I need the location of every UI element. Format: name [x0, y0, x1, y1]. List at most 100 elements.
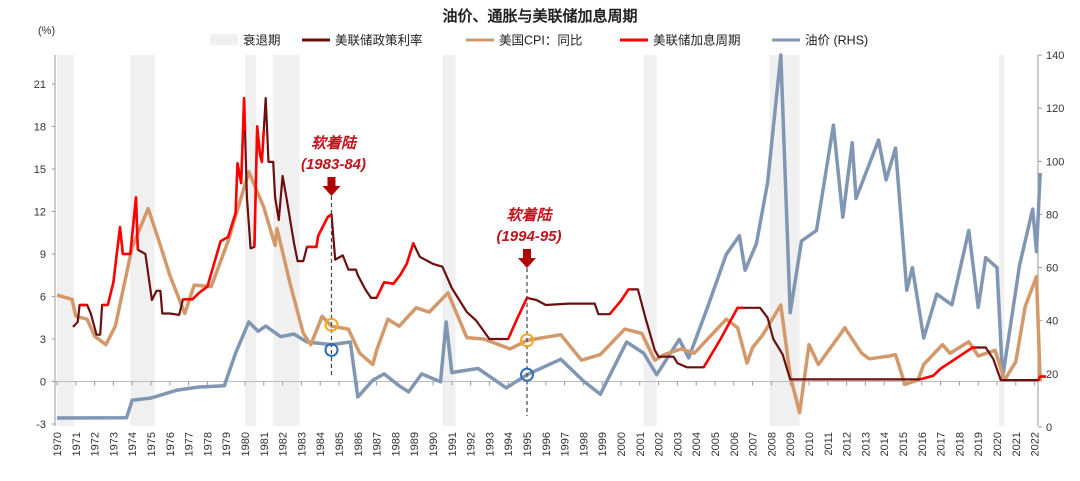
recession-band: [998, 55, 1005, 426]
soft-landing-period: (1994-95): [496, 228, 561, 245]
y-tick-label: 21: [34, 79, 46, 91]
legend: 衰退期 美联储政策利率 美国CPI：同比 美联储加息周期 油价 (RHS): [210, 33, 868, 48]
hike-cycle-line: [102, 196, 140, 307]
x-tick-label: 2019: [973, 432, 985, 456]
x-tick-label: 1992: [466, 432, 478, 456]
x-tick-label: 1980: [240, 432, 252, 456]
hike-cycle-line: [608, 288, 631, 316]
x-tick-label: 2012: [842, 432, 854, 456]
x-tick-label: 1974: [127, 432, 139, 456]
annotations: 软着陆 (1983-84) 软着陆 (1994-95): [301, 134, 562, 416]
axes: -3 0 3 6 9 12 15 18 21 0 20 40 60 80 100 120 140 1970 1971…: [34, 50, 1065, 456]
x-tick-label: 2001: [635, 432, 647, 456]
legend-swatch-recession: [210, 34, 238, 45]
y-axis-unit-label: (%): [38, 25, 55, 37]
y2-tick-label: 80: [1046, 209, 1058, 221]
x-tick-label: 1989: [409, 432, 421, 456]
x-tick-label: 1982: [278, 432, 290, 456]
x-tick-label: 2017: [936, 432, 948, 456]
y-tick-label: -3: [36, 419, 46, 431]
x-tick-label: 2020: [992, 432, 1004, 456]
x-tick-label: 1991: [447, 432, 459, 456]
y2-tick-label: 60: [1046, 263, 1058, 275]
x-tick-label: 2011: [823, 432, 835, 456]
legend-label: 油价 (RHS): [805, 34, 868, 48]
down-arrow-icon: [322, 177, 341, 196]
x-tick-label: 2003: [672, 432, 684, 456]
x-tick-label: 2008: [766, 432, 778, 456]
hike-cycle-line: [183, 96, 247, 301]
x-tick-label: 1987: [372, 432, 384, 456]
x-tick-label: 1997: [560, 432, 572, 456]
x-tick-label: 1990: [428, 432, 440, 456]
soft-landing-label: 软着陆: [311, 134, 358, 152]
x-tick-label: 1972: [90, 432, 102, 456]
recession-band: [57, 55, 74, 426]
oil-marker-circle: [324, 342, 339, 357]
hike-cycle-line: [507, 296, 530, 340]
x-tick-label: 1985: [334, 432, 346, 456]
hike-cycle-line: [702, 306, 744, 368]
x-tick-label: 1995: [522, 432, 534, 456]
hike-cycle-line: [253, 125, 266, 247]
x-tick-label: 1984: [315, 432, 327, 456]
x-tick-label: 2007: [748, 432, 760, 456]
x-tick-label: 1979: [221, 432, 233, 456]
hike-cycle-line: [919, 346, 977, 381]
y-tick-label: 18: [34, 121, 46, 133]
x-tick-label: 2014: [879, 432, 891, 456]
y-tick-label: 9: [40, 249, 46, 261]
x-tick-label: 2000: [616, 432, 628, 456]
legend-label: 美联储加息周期: [653, 33, 741, 48]
cpi-marker-circle: [324, 317, 339, 332]
x-tick-label: 1978: [202, 432, 214, 456]
x-tick-label: 1977: [184, 432, 196, 456]
x-tick-label: 1988: [390, 432, 402, 456]
y2-tick-label: 140: [1046, 50, 1064, 62]
x-tick-label: 1981: [259, 432, 271, 456]
x-tick-label: 2010: [804, 432, 816, 456]
x-tick-label: 2015: [898, 432, 910, 456]
soft-landing-label: 软着陆: [506, 206, 553, 224]
x-tick-label: 2021: [1011, 432, 1023, 456]
x-tick-label: 1973: [108, 432, 120, 456]
x-tick-label: 1970: [52, 432, 64, 456]
x-tick-label: 2005: [710, 432, 722, 456]
recession-band: [273, 55, 300, 426]
chart-title: 油价、通胀与美联储加息周期: [442, 7, 637, 25]
y2-tick-label: 100: [1046, 156, 1064, 168]
hike-cycle-line: [1037, 375, 1046, 381]
y-tick-label: 6: [40, 291, 46, 303]
x-tick-label: 1998: [578, 432, 590, 456]
soft-landing-period: (1983-84): [301, 156, 366, 173]
y2-tick-label: 20: [1046, 369, 1058, 381]
cpi-marker-circle: [520, 333, 534, 348]
series-lines: [56, 53, 1046, 420]
y2-tick-label: 40: [1046, 316, 1058, 328]
y-tick-label: 3: [40, 334, 46, 346]
fed-policy-rate-line: [72, 97, 1046, 382]
x-tick-label: 1986: [353, 432, 365, 456]
x-tick-label: 1975: [146, 432, 158, 456]
legend-label: 美联储政策利率: [335, 33, 423, 48]
cpi-yoy-line: [56, 170, 1042, 415]
x-tick-label: 2018: [954, 432, 966, 456]
x-tick-label: 1976: [165, 432, 177, 456]
y-tick-label: 0: [40, 377, 46, 389]
x-tick-label: 1999: [597, 432, 609, 456]
x-tick-label: 2006: [729, 432, 741, 456]
y2-tick-label: 120: [1046, 103, 1064, 115]
x-tick-label: 1994: [503, 432, 515, 456]
recession-band: [442, 55, 456, 426]
oil-marker-circle: [520, 367, 534, 382]
x-tick-label: 1971: [71, 432, 83, 456]
x-tick-label: 2004: [691, 432, 703, 456]
down-arrow-icon: [518, 249, 536, 268]
legend-label: 美国CPI：同比: [499, 34, 582, 48]
y-tick-label: 15: [34, 164, 46, 176]
y2-tick-label: 0: [1046, 422, 1052, 434]
x-tick-label: 2013: [860, 432, 872, 456]
x-tick-label: 1993: [484, 432, 496, 456]
oil-price-line: [56, 53, 1042, 420]
